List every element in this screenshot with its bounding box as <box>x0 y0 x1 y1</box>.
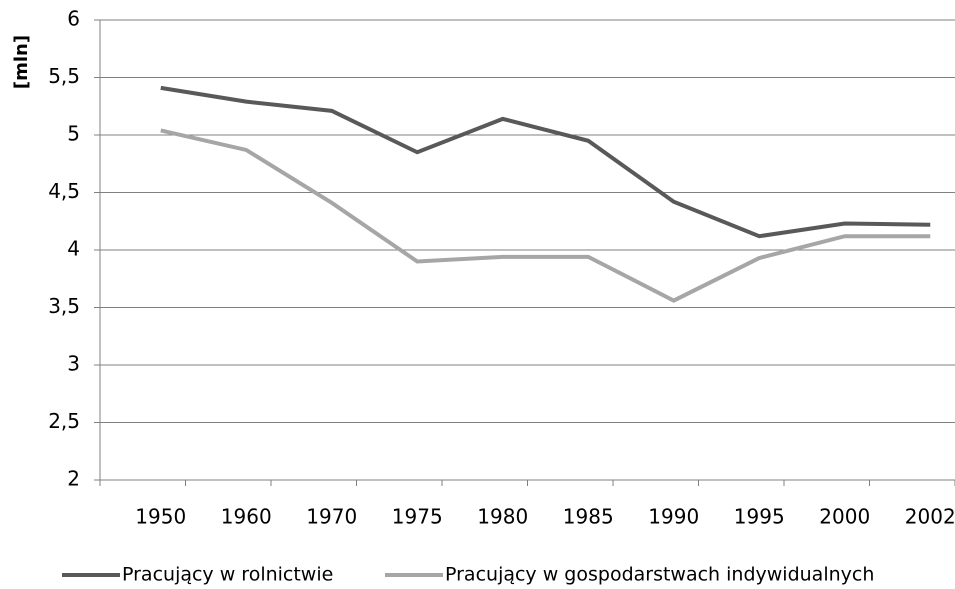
legend-label: Pracujący w gospodarstwach indywidualnyc… <box>445 564 874 586</box>
x-tick-label: 1995 <box>734 505 785 529</box>
y-tick-label: 4,5 <box>48 179 80 203</box>
y-tick-label: 5,5 <box>48 64 80 88</box>
series-line <box>160 85 931 239</box>
x-tick-label: 1980 <box>477 505 528 529</box>
x-tick-label: 2002 <box>905 505 955 529</box>
y-tick-label: 3 <box>67 352 80 376</box>
y-tick-label: 4 <box>67 237 80 261</box>
y-tick-label: 2 <box>67 467 80 491</box>
y-tick-label: 3,5 <box>48 294 80 318</box>
series-line <box>160 128 931 303</box>
x-tick-label: 1985 <box>563 505 614 529</box>
x-tick-label: 1970 <box>306 505 357 529</box>
y-tick-label: 6 <box>67 7 80 31</box>
y-axis-label: [mln] <box>11 35 32 89</box>
legend-label: Pracujący w rolnictwie <box>122 564 333 586</box>
x-tick-label: 1990 <box>648 505 699 529</box>
x-tick-label: 1950 <box>135 505 186 529</box>
x-tick-label: 1960 <box>221 505 272 529</box>
x-tick-label: 2000 <box>819 505 870 529</box>
y-tick-label: 5 <box>67 122 80 146</box>
x-tick-label: 1975 <box>392 505 443 529</box>
y-tick-label: 2,5 <box>48 409 80 433</box>
